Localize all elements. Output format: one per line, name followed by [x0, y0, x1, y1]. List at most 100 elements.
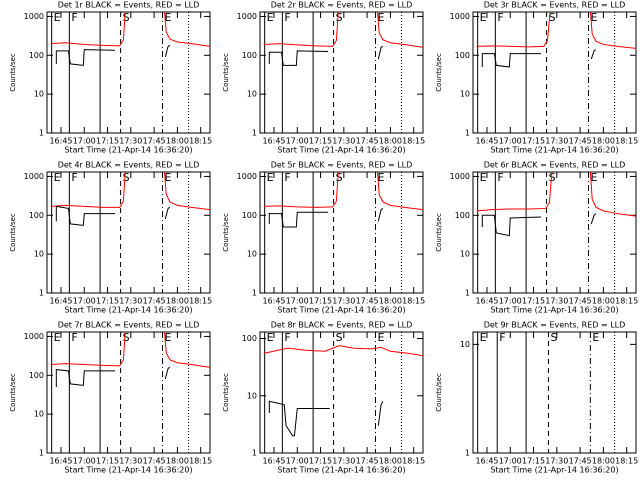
- panel: Det 9r BLACK = Events, RED = LLD 1 10 16:45…: [435, 321, 638, 475]
- y-tick-label: 10: [247, 90, 257, 99]
- x-tick-label: 16:45: [49, 137, 72, 146]
- event-marker-label: E: [267, 171, 274, 184]
- chart-title: Det 2r BLACK = Events, RED = LLD: [271, 1, 413, 10]
- x-tick-label: 18:00: [379, 457, 402, 466]
- event-marker-label: F: [71, 171, 77, 184]
- panel: Det 7r BLACK = Events, RED = LLD 1 10 100 10…: [9, 321, 212, 475]
- x-tick-label: 17:15: [522, 457, 545, 466]
- x-tick-label: 16:45: [475, 297, 498, 306]
- y-tick-label: 10: [34, 410, 44, 419]
- event-marker-label: S: [336, 331, 343, 344]
- y-tick-label: 10: [247, 391, 257, 400]
- plot-frame: [259, 11, 424, 134]
- panel: Det 1r BLACK = Events, RED = LLD 1 10 100 10…: [9, 1, 212, 155]
- event-marker-label: E: [54, 11, 61, 24]
- x-tick-label: 17:45: [569, 137, 592, 146]
- event-marker-label: E: [590, 171, 597, 184]
- event-marker-label: F: [284, 11, 290, 24]
- x-tick-label: 17:15: [96, 137, 119, 146]
- event-marker-label: E: [480, 11, 487, 24]
- x-tick-label: 17:15: [96, 297, 119, 306]
- chart-title: Det 3r BLACK = Events, RED = LLD: [484, 1, 626, 10]
- x-tick-label: 18:00: [379, 137, 402, 146]
- x-tick-label: 17:30: [332, 457, 355, 466]
- x-tick-label: 18:15: [189, 297, 212, 306]
- y-tick-label: 1: [465, 129, 470, 138]
- x-tick-label: 16:45: [475, 457, 498, 466]
- x-axis-label: Start Time (21-Apr-14 16:36:20): [490, 146, 618, 155]
- event-marker-label: E: [592, 331, 599, 344]
- x-axis-label: Start Time (21-Apr-14 16:36:20): [490, 466, 618, 475]
- y-axis-label: Counts/sec: [9, 373, 17, 412]
- event-marker-label: E: [377, 331, 384, 344]
- panel: Det 5r BLACK = Events, RED = LLD 1 10 100 10…: [222, 161, 425, 315]
- x-tick-label: 17:45: [356, 457, 379, 466]
- x-tick-label: 18:15: [402, 297, 425, 306]
- y-tick-label: 1000: [24, 332, 44, 341]
- event-marker-label: E: [590, 11, 597, 24]
- x-tick-label: 17:30: [119, 457, 142, 466]
- x-axis-label: Start Time (21-Apr-14 16:36:20): [490, 306, 618, 315]
- event-marker-label: E: [377, 11, 384, 24]
- x-tick-label: 18:00: [379, 297, 402, 306]
- x-tick-label: 16:45: [49, 297, 72, 306]
- y-axis-label: Counts/sec: [9, 213, 17, 252]
- series-line: [55, 205, 171, 226]
- x-axis-label: Start Time (21-Apr-14 16:36:20): [277, 306, 405, 315]
- series-line: [263, 172, 423, 211]
- x-tick-label: 17:30: [332, 137, 355, 146]
- x-tick-label: 17:30: [119, 137, 142, 146]
- series-line: [268, 208, 384, 228]
- panel: Det 3r BLACK = Events, RED = LLD 1 10 100 10…: [435, 1, 638, 155]
- x-tick-label: 18:15: [189, 457, 212, 466]
- series-line: [50, 12, 210, 47]
- event-marker-label: E: [480, 331, 487, 344]
- plot-frame: [259, 331, 424, 454]
- plot-frame: [472, 11, 637, 134]
- event-marker-label: S: [123, 171, 130, 184]
- panel: Det 2r BLACK = Events, RED = LLD 1 10 100 10…: [222, 1, 425, 155]
- x-tick-label: 18:15: [402, 137, 425, 146]
- x-tick-label: 17:00: [73, 297, 96, 306]
- plot-frame: [472, 171, 637, 294]
- y-tick-label: 1000: [237, 12, 257, 21]
- x-tick-label: 17:45: [143, 297, 166, 306]
- x-tick-label: 17:00: [499, 297, 522, 306]
- chart-title: Det 4r BLACK = Events, RED = LLD: [58, 161, 200, 170]
- event-marker-label: S: [549, 11, 556, 24]
- x-tick-label: 17:15: [96, 457, 119, 466]
- x-tick-label: 18:00: [166, 457, 189, 466]
- event-marker-label: F: [284, 331, 290, 344]
- x-tick-label: 17:00: [73, 457, 96, 466]
- x-tick-label: 18:00: [166, 297, 189, 306]
- x-tick-label: 17:00: [499, 457, 522, 466]
- y-tick-label: 100: [455, 51, 470, 60]
- x-tick-label: 18:15: [402, 457, 425, 466]
- x-tick-label: 18:00: [592, 137, 615, 146]
- event-marker-label: E: [54, 331, 61, 344]
- x-tick-label: 17:30: [545, 137, 568, 146]
- x-tick-label: 17:15: [309, 297, 332, 306]
- y-tick-label: 100: [455, 211, 470, 220]
- event-marker-label: E: [54, 171, 61, 184]
- y-tick-label: 10: [34, 250, 44, 259]
- x-tick-label: 17:30: [545, 457, 568, 466]
- event-marker-label: E: [267, 331, 274, 344]
- event-marker-label: F: [71, 11, 77, 24]
- y-tick-label: 10: [247, 250, 257, 259]
- series-line: [55, 366, 171, 387]
- event-marker-label: S: [123, 11, 130, 24]
- event-marker-label: F: [71, 331, 77, 344]
- series-line: [481, 49, 597, 68]
- x-tick-label: 17:45: [356, 137, 379, 146]
- x-tick-label: 17:45: [143, 137, 166, 146]
- y-tick-label: 100: [242, 51, 257, 60]
- event-marker-label: E: [480, 171, 487, 184]
- x-tick-label: 16:45: [262, 137, 285, 146]
- y-tick-label: 10: [460, 250, 470, 259]
- x-tick-label: 18:00: [166, 137, 189, 146]
- y-axis-label: Counts/sec: [435, 373, 443, 412]
- chart-title: Det 5r BLACK = Events, RED = LLD: [271, 161, 413, 170]
